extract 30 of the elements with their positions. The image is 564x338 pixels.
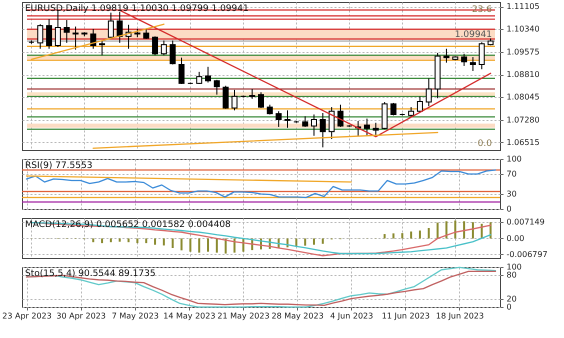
- x-tick-label: 30 Apr 2023: [56, 312, 106, 320]
- chart-title: RSI(9) 77.5553: [25, 161, 92, 171]
- x-tick-label: 28 May 2023: [271, 312, 324, 320]
- y-tick-label: 0: [506, 204, 512, 214]
- y-tick-label: 0.00: [506, 234, 524, 243]
- annotation: 0.0: [478, 139, 492, 149]
- y-tick-label: 1.07280: [506, 115, 540, 124]
- x-tick-label: 14 May 2023: [163, 312, 216, 320]
- y-tick-label: 1.11105: [506, 2, 540, 12]
- y-tick-label: 70: [506, 170, 517, 178]
- y-tick-label: 1.06515: [506, 138, 540, 147]
- y-tick-label: 1.08045: [506, 92, 540, 102]
- x-tick-label: 21 May 2023: [217, 312, 270, 320]
- x-tick-label: 4 Jun 2023: [330, 312, 374, 320]
- x-tick-label: 7 May 2023: [112, 312, 159, 320]
- ref-line-label: 1.09941: [454, 30, 492, 40]
- y-tick-label: 0.007149: [506, 217, 545, 226]
- y-tick-label: 20: [506, 294, 517, 304]
- y-tick-label: 0: [506, 302, 512, 312]
- x-tick-label: 11 Jun 2023: [382, 312, 430, 320]
- y-tick-label: 30: [506, 190, 517, 198]
- y-tick-label: 80: [506, 270, 517, 280]
- y-tick-label: 100: [506, 262, 522, 272]
- y-tick-label: 1.10340: [506, 24, 540, 34]
- x-tick-label: 18 Jun 2023: [436, 312, 484, 320]
- y-tick-label: 1.09575: [506, 47, 540, 56]
- y-tick-label: -0.006797: [506, 250, 548, 259]
- y-tick-label: 1.08810: [506, 70, 540, 80]
- y-tick-label: 100: [506, 154, 522, 164]
- x-tick-label: 23 Apr 2023: [2, 312, 52, 320]
